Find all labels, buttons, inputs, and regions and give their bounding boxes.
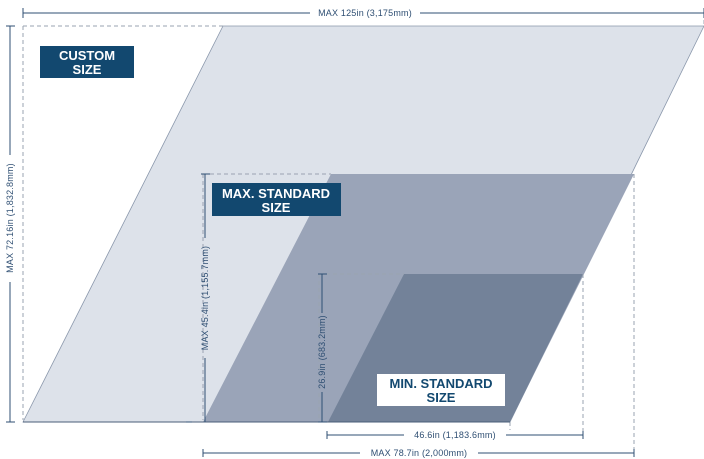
custom-width-label: MAX 125in (3,175mm): [318, 8, 412, 18]
max-standard-label-line1: MAX. STANDARD: [222, 186, 330, 201]
min-standard-label-line1: MIN. STANDARD: [389, 376, 492, 391]
min-standard-width-dimension: [326, 431, 584, 439]
custom-height-label: MAX 72.16in (1,832.8mm): [5, 163, 15, 273]
custom-width-dimension: [22, 8, 704, 18]
max-standard-height-dimension: [186, 173, 210, 423]
custom-size-label: CUSTOM SIZE: [40, 46, 134, 78]
max-standard-width-dimension: [202, 449, 635, 457]
custom-height-dimension: [6, 25, 15, 423]
min-standard-label-line2: SIZE: [427, 390, 456, 405]
custom-size-label-line2: SIZE: [73, 62, 102, 77]
dashed-guides: [22, 20, 704, 455]
max-standard-height-label: MAX 45.4in (1,155.7mm): [200, 246, 210, 350]
max-standard-label-line2: SIZE: [262, 200, 291, 215]
min-standard-size-label: MIN. STANDARD SIZE: [377, 374, 505, 406]
custom-size-label-line1: CUSTOM: [59, 48, 115, 63]
min-standard-height-dimension: [318, 273, 327, 423]
min-standard-width-label: 46.6in (1,183.6mm): [414, 430, 496, 440]
min-standard-height-label: 26.9in (683.2mm): [317, 315, 327, 389]
max-standard-width-label: MAX 78.7in (2,000mm): [371, 448, 468, 458]
max-standard-size-label: MAX. STANDARD SIZE: [212, 183, 341, 216]
